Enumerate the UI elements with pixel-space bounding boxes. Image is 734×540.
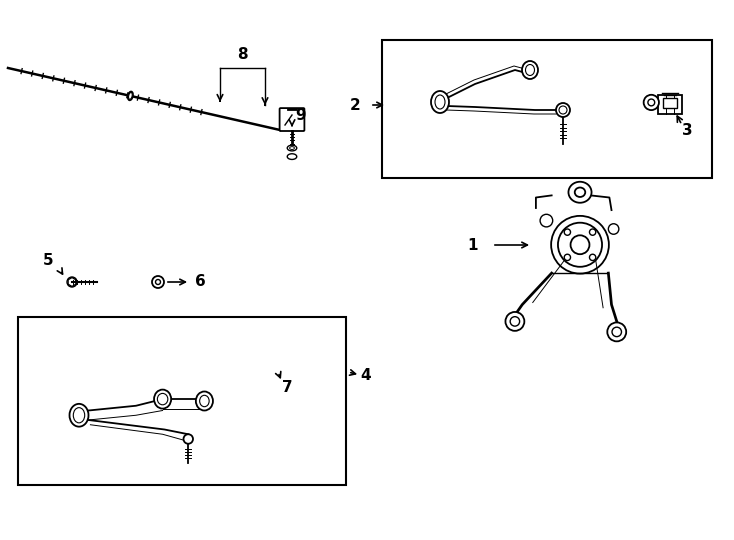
Ellipse shape: [612, 327, 622, 336]
Text: 3: 3: [682, 123, 693, 138]
Ellipse shape: [540, 214, 553, 227]
Ellipse shape: [644, 95, 659, 110]
Ellipse shape: [607, 322, 626, 341]
Ellipse shape: [157, 394, 168, 405]
Ellipse shape: [290, 147, 294, 150]
Ellipse shape: [608, 224, 619, 234]
Text: 4: 4: [360, 368, 371, 382]
Ellipse shape: [73, 408, 84, 423]
Ellipse shape: [589, 254, 596, 260]
Ellipse shape: [526, 64, 534, 76]
Ellipse shape: [435, 95, 445, 109]
Ellipse shape: [184, 434, 193, 444]
Ellipse shape: [156, 280, 161, 285]
Ellipse shape: [551, 216, 609, 274]
Ellipse shape: [589, 229, 596, 235]
Ellipse shape: [287, 154, 297, 159]
Bar: [18, 317, 346, 485]
Ellipse shape: [152, 276, 164, 288]
Text: 7: 7: [282, 381, 293, 395]
Text: 1: 1: [468, 238, 478, 253]
Ellipse shape: [558, 222, 602, 267]
Ellipse shape: [70, 404, 89, 427]
Ellipse shape: [575, 187, 585, 197]
Ellipse shape: [128, 92, 132, 99]
Text: 9: 9: [295, 107, 305, 123]
Ellipse shape: [200, 395, 209, 407]
Text: 5: 5: [43, 253, 54, 268]
Bar: [664, 98, 677, 109]
Ellipse shape: [559, 106, 567, 114]
Bar: [658, 95, 682, 113]
Ellipse shape: [196, 392, 213, 410]
Ellipse shape: [564, 229, 570, 235]
Ellipse shape: [556, 103, 570, 117]
Ellipse shape: [648, 99, 655, 106]
FancyBboxPatch shape: [280, 108, 305, 131]
Text: 2: 2: [349, 98, 360, 112]
Ellipse shape: [564, 254, 570, 260]
Ellipse shape: [431, 91, 449, 113]
Ellipse shape: [510, 316, 520, 326]
Text: 8: 8: [236, 47, 247, 62]
Ellipse shape: [154, 389, 171, 409]
Ellipse shape: [67, 277, 77, 287]
Ellipse shape: [287, 145, 297, 151]
Ellipse shape: [128, 91, 133, 100]
Text: 6: 6: [195, 274, 206, 289]
Ellipse shape: [568, 182, 592, 202]
Ellipse shape: [506, 312, 524, 331]
Bar: [382, 40, 712, 178]
Ellipse shape: [522, 61, 538, 79]
Ellipse shape: [570, 235, 589, 254]
